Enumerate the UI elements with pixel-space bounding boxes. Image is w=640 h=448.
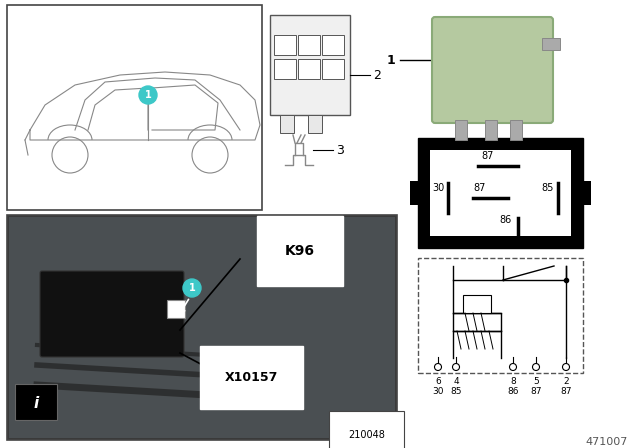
Bar xyxy=(410,181,418,205)
Text: K96: K96 xyxy=(285,244,315,258)
Text: 85: 85 xyxy=(451,387,461,396)
Bar xyxy=(322,59,344,79)
Bar xyxy=(308,115,322,133)
Bar xyxy=(298,35,320,55)
Text: 2: 2 xyxy=(563,376,569,385)
FancyBboxPatch shape xyxy=(40,271,184,357)
Text: i: i xyxy=(33,396,38,410)
Circle shape xyxy=(532,363,540,370)
Text: 87: 87 xyxy=(474,183,486,193)
Circle shape xyxy=(183,279,201,297)
Circle shape xyxy=(435,363,442,370)
Circle shape xyxy=(452,363,460,370)
Bar xyxy=(7,5,262,210)
Text: 1: 1 xyxy=(189,283,195,293)
Text: 3: 3 xyxy=(336,143,344,156)
Text: 86: 86 xyxy=(500,215,512,225)
Bar xyxy=(280,115,294,133)
Bar xyxy=(274,35,296,55)
FancyBboxPatch shape xyxy=(432,17,553,123)
Bar xyxy=(418,258,583,373)
Bar xyxy=(7,215,397,440)
Bar xyxy=(418,138,583,248)
Circle shape xyxy=(139,86,157,104)
Text: 4: 4 xyxy=(453,376,459,385)
Text: 30: 30 xyxy=(432,387,444,396)
Bar xyxy=(455,120,467,140)
Text: X10157: X10157 xyxy=(225,370,278,383)
Text: 1: 1 xyxy=(145,90,152,100)
Bar xyxy=(485,120,497,140)
Bar xyxy=(15,384,57,420)
Bar xyxy=(274,59,296,79)
Text: 5: 5 xyxy=(533,376,539,385)
Bar xyxy=(167,300,185,318)
Text: 471007: 471007 xyxy=(586,437,628,447)
Text: 87: 87 xyxy=(482,151,494,161)
Circle shape xyxy=(563,363,570,370)
Circle shape xyxy=(509,363,516,370)
Bar xyxy=(298,59,320,79)
Bar xyxy=(510,120,522,140)
Bar xyxy=(583,181,591,205)
Text: 87: 87 xyxy=(531,387,541,396)
Bar xyxy=(463,295,491,313)
Bar xyxy=(9,217,395,438)
Text: 2: 2 xyxy=(373,69,381,82)
Text: 86: 86 xyxy=(508,387,519,396)
Text: 30: 30 xyxy=(432,183,444,193)
Bar xyxy=(453,313,501,331)
Text: 87: 87 xyxy=(560,387,572,396)
Text: 6: 6 xyxy=(435,376,441,385)
Bar xyxy=(270,15,350,115)
Text: 210048: 210048 xyxy=(348,430,385,440)
Text: 8: 8 xyxy=(510,376,516,385)
Text: 1: 1 xyxy=(387,53,395,66)
Bar xyxy=(430,150,571,236)
Bar xyxy=(322,35,344,55)
Bar xyxy=(542,38,560,50)
Text: 85: 85 xyxy=(542,183,554,193)
